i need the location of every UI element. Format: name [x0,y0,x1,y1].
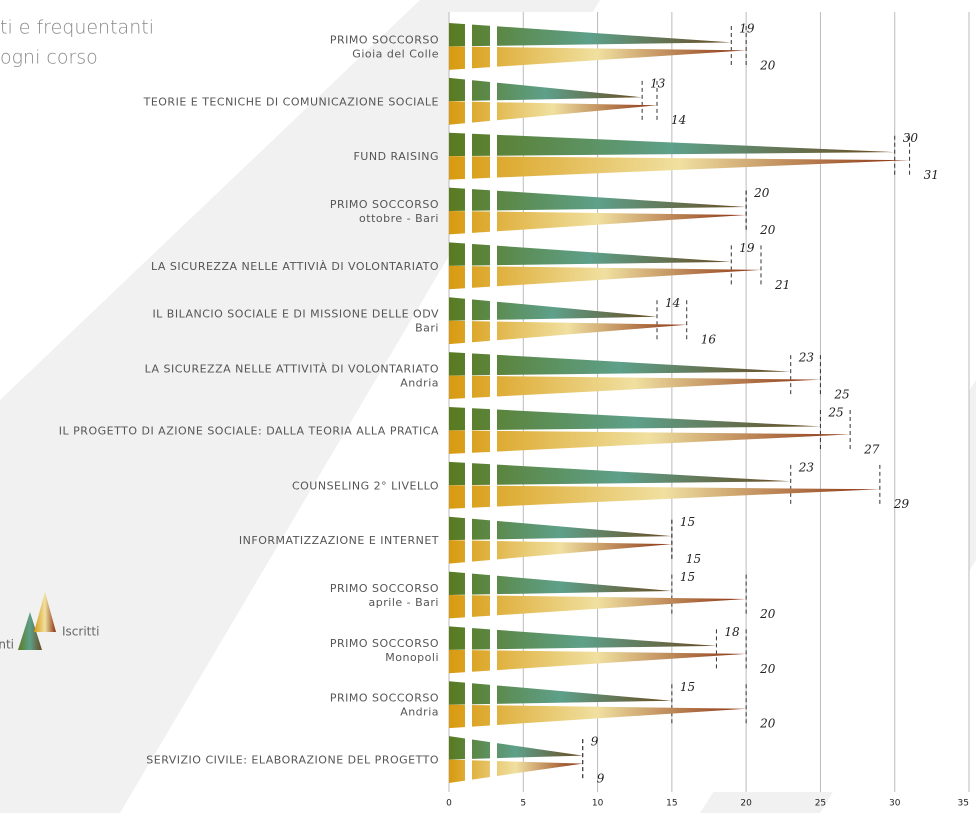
x-tick-label: 20 [740,799,752,809]
category-label: Andria [400,377,439,390]
bar [449,211,747,235]
bar [449,516,672,541]
value-label: 18 [724,625,740,639]
bar [449,77,643,102]
bar [449,23,732,47]
x-tick-label: 0 [446,799,452,809]
category-label: IL BILANCIO SOCIALE E DI MISSIONE DELLE … [152,308,439,321]
bar [449,297,657,321]
bar [449,626,717,650]
value-label: 27 [863,442,880,456]
bar [449,320,687,345]
bar [449,101,657,125]
value-label: 16 [701,333,717,347]
category-label: FUND RAISING [353,150,439,163]
value-label: 15 [680,680,695,694]
x-tick-label: 30 [889,799,901,809]
plot-bg [449,12,969,792]
category-label: COUNSELING 2° LIVELLO [292,479,439,492]
value-label: 19 [739,241,755,255]
bar [449,461,791,486]
bar [449,352,791,376]
bar [449,187,747,211]
value-label: 20 [759,607,776,621]
bar [449,649,747,674]
value-label: 9 [591,735,599,749]
category-label: Monopoli [385,651,439,664]
value-label: 15 [680,570,695,584]
bar [449,265,761,290]
category-label: PRIMO SOCCORSO [330,33,439,46]
value-label: 31 [924,168,939,182]
category-label: IL PROGETTO DI AZIONE SOCIALE: DALLA TEO… [59,424,439,437]
value-label: 20 [759,223,776,237]
value-label: 14 [671,113,686,127]
title: ti e frequentanti [0,17,154,39]
category-label: Gioia del Colle [352,47,439,60]
bar [449,132,895,157]
value-label: 20 [759,58,776,72]
value-label: 9 [597,772,605,786]
x-tick-label: 15 [666,799,677,809]
legend-swatch [34,592,56,632]
legend-label: nti [0,638,14,652]
category-label: SERVIZIO CIVILE: ELABORAZIONE DEL PROGET… [146,754,439,767]
x-tick-label: 25 [815,799,826,809]
bar [449,430,851,454]
legend-swatch [18,612,42,650]
value-label: 15 [680,515,695,529]
title: ogni corso [0,47,98,69]
bar [449,759,583,783]
category-label: PRIMO SOCCORSO [330,198,439,211]
category-label: aprile - Bari [369,596,439,609]
value-label: 13 [650,76,666,90]
value-label: 21 [774,278,790,292]
stripe [490,20,497,788]
category-label: LA SICUREZZA NELLE ATTIVIÀ DI VOLONTARIA… [151,260,439,273]
legend-label: Iscritti [62,625,99,639]
bar [449,46,747,70]
x-tick-label: 10 [592,799,604,809]
value-label: 23 [798,351,815,365]
category-label: Andria [400,706,439,719]
bar [449,156,910,180]
value-label: 25 [833,388,849,402]
category-label: PRIMO SOCCORSO [330,692,439,705]
category-label: ottobre - Bari [359,212,439,225]
bar [449,540,672,564]
category-label: PRIMO SOCCORSO [330,582,439,595]
value-label: 20 [759,717,776,731]
value-label: 20 [759,662,776,676]
x-tick-label: 5 [520,799,526,809]
category-label: TEORIE E TECNICHE DI COMUNICAZIONE SOCIA… [143,95,439,108]
bar [449,681,672,705]
bar [449,375,821,399]
category-label: Bari [415,322,439,335]
bar [449,242,732,266]
bar [449,736,583,760]
category-label: PRIMO SOCCORSO [330,637,439,650]
bar [449,571,672,595]
bar [449,704,747,729]
value-label: 25 [827,406,843,420]
bar [449,485,880,509]
x-tick-label: 35 [958,799,969,809]
value-label: 19 [739,22,755,36]
bar [449,407,821,431]
category-label: INFORMATIZZAZIONE E INTERNET [239,534,439,547]
value-label: 14 [665,296,680,310]
category-label: LA SICUREZZA NELLE ATTIVITÀ DI VOLONTARI… [145,363,439,376]
value-label: 30 [903,131,919,145]
value-label: 15 [686,552,701,566]
value-label: 20 [753,186,770,200]
value-label: 23 [798,460,815,474]
bar [449,595,747,619]
stripe [465,20,472,788]
value-label: 29 [893,497,910,511]
